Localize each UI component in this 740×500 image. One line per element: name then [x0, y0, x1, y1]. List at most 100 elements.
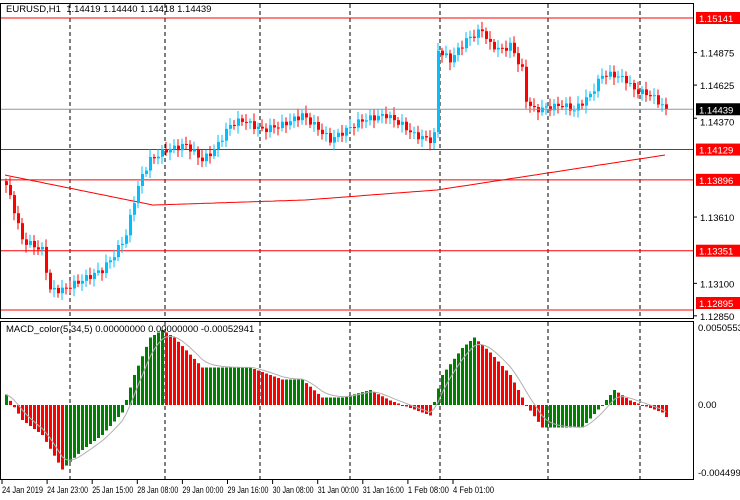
candle-body: [397, 120, 400, 125]
candle-body: [217, 141, 220, 150]
candle-body: [313, 121, 316, 125]
candle: [233, 119, 236, 130]
candle: [45, 239, 48, 281]
macd-signal-line: [5, 335, 667, 461]
candle: [573, 105, 576, 117]
macd-histogram-bar: [37, 405, 40, 432]
macd-histogram-bar: [453, 358, 456, 405]
macd-histogram-bar: [257, 370, 260, 405]
candle: [57, 284, 60, 298]
candle-body: [337, 132, 340, 138]
candle-body: [89, 275, 92, 279]
macd-histogram-bar: [93, 405, 96, 441]
candle: [165, 141, 168, 156]
macd-histogram-bar: [621, 395, 624, 405]
candle-body: [181, 143, 184, 151]
candle: [489, 31, 492, 50]
candle-body: [73, 280, 76, 289]
candle: [593, 83, 596, 101]
candle-body: [525, 66, 528, 102]
candle: [637, 81, 640, 99]
candle-body: [353, 127, 356, 129]
macd-histogram-bar: [661, 405, 664, 413]
macd-histogram-bar: [141, 356, 144, 405]
candle: [189, 140, 192, 160]
candle: [161, 144, 164, 165]
candle-body: [277, 127, 280, 129]
candle-body: [289, 121, 292, 126]
candle-body: [77, 280, 80, 284]
candle-body: [169, 148, 172, 153]
candle-body: [241, 118, 244, 122]
candle: [633, 79, 636, 98]
candle-body: [597, 78, 600, 92]
candle: [589, 91, 592, 102]
candle: [169, 143, 172, 161]
candle-body: [405, 121, 408, 131]
candle-body: [637, 89, 640, 95]
macd-histogram-bar: [553, 405, 556, 428]
candle-body: [593, 91, 596, 94]
candle: [473, 29, 476, 42]
macd-histogram-bar: [121, 405, 124, 413]
candle: [177, 139, 180, 157]
candle-body: [53, 287, 56, 290]
macd-histogram-bar: [469, 341, 472, 405]
candle: [445, 45, 448, 59]
candle: [345, 125, 348, 143]
candle-body: [565, 103, 568, 108]
candle: [505, 40, 508, 57]
macd-histogram-bar: [537, 405, 540, 422]
macd-histogram-bar: [445, 369, 448, 405]
macd-histogram-bar: [77, 405, 80, 454]
macd-histogram-bar: [29, 405, 32, 426]
candle-body: [493, 41, 496, 50]
candle-body: [629, 83, 632, 85]
macd-histogram-bar: [633, 402, 636, 405]
macd-histogram-bar: [281, 379, 284, 405]
macd-histogram-bar: [433, 402, 436, 405]
candle: [265, 123, 268, 140]
candle: [305, 105, 308, 126]
macd-histogram-bar: [409, 405, 412, 408]
macd-histogram-bar: [493, 357, 496, 405]
candle: [461, 40, 464, 56]
macd-histogram-bar: [509, 375, 512, 405]
candle-body: [245, 121, 248, 123]
macd-histogram-bar: [261, 372, 264, 405]
macd-histogram-bar: [501, 366, 504, 405]
candle: [253, 113, 256, 135]
macd-histogram-bar: [341, 397, 344, 405]
macd-histogram-bar: [217, 367, 220, 405]
candle-body: [545, 106, 548, 108]
candle-body: [49, 272, 52, 290]
macd-histogram-bar: [477, 341, 480, 405]
candle: [289, 113, 292, 130]
candle-body: [617, 76, 620, 78]
candle-body: [509, 42, 512, 51]
candle-body: [609, 71, 612, 77]
macd-histogram-bar: [497, 361, 500, 405]
macd-histogram-bar: [401, 405, 404, 406]
candle: [321, 123, 324, 140]
candle-body: [229, 124, 232, 129]
candle-body: [141, 173, 144, 186]
candle-body: [561, 106, 564, 108]
candle-body: [661, 104, 664, 106]
candle-body: [517, 53, 520, 65]
candle: [153, 154, 156, 164]
candle: [89, 267, 92, 285]
candle: [225, 122, 228, 148]
candle-body: [69, 287, 72, 289]
macd-histogram-bar: [505, 370, 508, 405]
candle: [309, 112, 312, 129]
candle: [49, 269, 52, 293]
candle-body: [177, 145, 180, 151]
candle: [645, 81, 648, 102]
level-price-tag: [696, 12, 740, 24]
candle-body: [129, 214, 132, 236]
candle: [621, 68, 624, 83]
macd-histogram-bar: [85, 405, 88, 447]
macd-histogram-bar: [221, 367, 224, 405]
